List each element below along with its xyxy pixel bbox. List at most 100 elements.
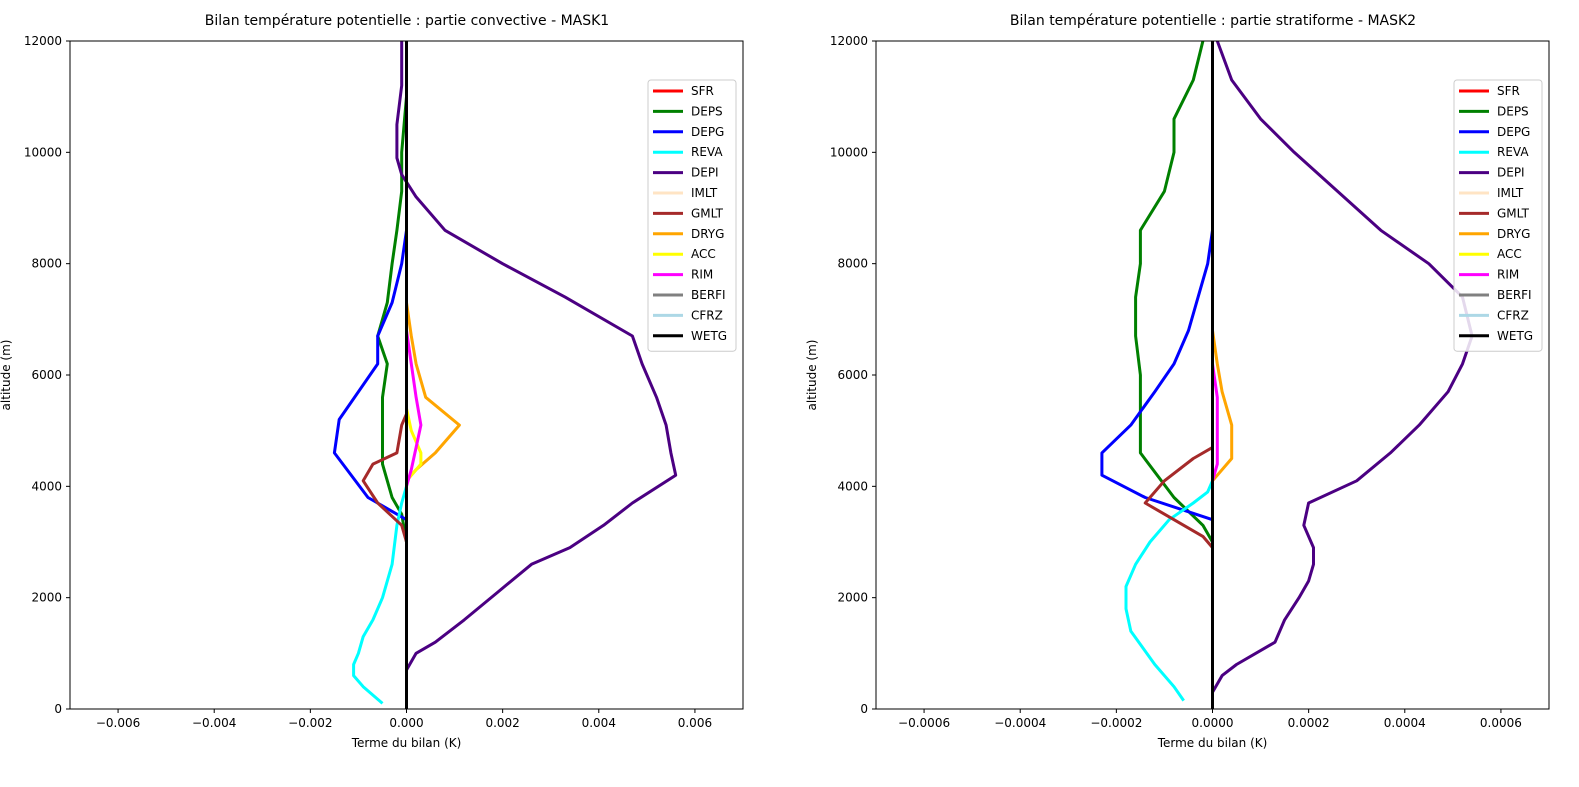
legend-label: BERFI [1497, 288, 1532, 302]
series-lines [332, 41, 678, 709]
y-tick-label: 4000 [837, 479, 868, 493]
legend-box [1453, 79, 1543, 352]
x-tick-label: −0.0004 [994, 716, 1046, 730]
legend-item-imlt: IMLT [653, 186, 718, 200]
legend-item-rim: RIM [1459, 268, 1519, 282]
series-line-dryg [405, 291, 461, 482]
series-line-acc [405, 408, 423, 482]
legend-item-dryg: DRYG [653, 227, 724, 241]
legend-item-depi: DEPI [1459, 166, 1525, 180]
legend-label: DEPG [1497, 125, 1530, 139]
legend-item-depi: DEPI [653, 166, 719, 180]
x-tick-label: 0.0006 [1480, 716, 1522, 730]
legend-box [647, 79, 737, 352]
legend-item-sfr: SFR [653, 84, 714, 98]
x-tick-label: 0.0000 [1192, 716, 1234, 730]
y-tick-label: 10000 [24, 145, 62, 159]
legend-label: IMLT [691, 186, 718, 200]
legend-label: DEPS [1497, 104, 1529, 118]
legend-item-acc: ACC [653, 247, 716, 261]
x-tick-label: −0.006 [96, 716, 140, 730]
legend-label: GMLT [691, 206, 724, 220]
legend-label: RIM [691, 268, 713, 282]
series-line-rim [405, 330, 423, 487]
series-line-gmlt [1143, 446, 1214, 549]
legend-label: DEPS [691, 104, 723, 118]
y-tick-label: 0 [54, 702, 62, 716]
legend-label: IMLT [1497, 186, 1524, 200]
legend-item-reva: REVA [653, 145, 723, 159]
legend-label: CFRZ [1497, 308, 1529, 322]
y-tick-label: 12000 [24, 34, 62, 48]
x-tick-label: −0.0006 [898, 716, 950, 730]
legend: SFR DEPS DEPG REVA DEPI IMLT GMLT DRYG ACC RIM BER… [647, 79, 737, 352]
y-tick-label: 12000 [830, 34, 868, 48]
y-tick-label: 6000 [31, 368, 62, 382]
legend-item-gmlt: GMLT [653, 206, 724, 220]
series-line-depi [395, 41, 678, 709]
series-line-reva [1124, 480, 1214, 702]
legend-item-depg: DEPG [653, 125, 724, 139]
x-tick-label: 0.0004 [1384, 716, 1426, 730]
legend-item-acc: ACC [1459, 247, 1522, 261]
legend-item-wetg: WETG [653, 329, 727, 343]
legend-item-berfi: BERFI [653, 288, 726, 302]
y-axis-label: altitude (m) [0, 340, 13, 411]
series-lines [1100, 41, 1474, 709]
legend-label: ACC [691, 247, 716, 261]
legend-item-gmlt: GMLT [1459, 206, 1530, 220]
legend-item-imlt: IMLT [1459, 186, 1524, 200]
legend-label: DRYG [691, 227, 724, 241]
x-tick-label: −0.004 [192, 716, 236, 730]
x-tick-label: −0.0002 [1090, 716, 1142, 730]
legend-label: DEPI [691, 166, 719, 180]
legend-label: ACC [1497, 247, 1522, 261]
legend: SFR DEPS DEPG REVA DEPI IMLT GMLT DRYG ACC RIM BER… [1453, 79, 1543, 352]
legend-item-berfi: BERFI [1459, 288, 1532, 302]
x-axis-label: Terme du bilan (K) [351, 736, 462, 750]
y-tick-label: 0 [860, 702, 868, 716]
legend-item-depg: DEPG [1459, 125, 1530, 139]
x-tick-label: 0.000 [389, 716, 423, 730]
series-line-depi [1211, 41, 1474, 704]
x-tick-label: 0.002 [485, 716, 519, 730]
legend-item-sfr: SFR [1459, 84, 1520, 98]
legend-label: DEPG [691, 125, 724, 139]
x-tick-label: 0.006 [678, 716, 712, 730]
legend-label: SFR [691, 84, 714, 98]
legend-label: RIM [1497, 268, 1519, 282]
y-tick-label: 8000 [837, 257, 868, 271]
y-axis-label: altitude (m) [805, 340, 819, 411]
legend-label: GMLT [1497, 206, 1530, 220]
y-tick-label: 2000 [837, 591, 868, 605]
legend-label: DEPI [1497, 166, 1525, 180]
legend-label: REVA [691, 145, 723, 159]
chart-panel-2: −0.0006 −0.0004 −0.0002 0.0000 0.0002 0.0004 0… [805, 13, 1550, 750]
legend-item-dryg: DRYG [1459, 227, 1530, 241]
legend-item-reva: REVA [1459, 145, 1529, 159]
legend-label: SFR [1497, 84, 1520, 98]
legend-label: DRYG [1497, 227, 1530, 241]
series-line-gmlt [361, 413, 408, 543]
legend-label: WETG [691, 329, 727, 343]
y-tick-label: 6000 [837, 368, 868, 382]
legend-item-rim: RIM [653, 268, 713, 282]
legend-label: CFRZ [691, 308, 723, 322]
y-tick-label: 10000 [830, 145, 868, 159]
legend-item-deps: DEPS [653, 104, 723, 118]
y-tick-label: 2000 [31, 591, 62, 605]
legend-label: REVA [1497, 145, 1529, 159]
legend-item-deps: DEPS [1459, 104, 1529, 118]
legend-label: WETG [1497, 329, 1533, 343]
x-tick-label: 0.0002 [1288, 716, 1330, 730]
y-tick-label: 8000 [31, 257, 62, 271]
chart-panel-1: −0.006 −0.004 −0.002 0.000 0.002 0.004 0.006 0 2… [0, 13, 744, 750]
legend-item-cfrz: CFRZ [653, 308, 723, 322]
y-tick-label: 4000 [31, 479, 62, 493]
x-tick-label: −0.002 [288, 716, 332, 730]
legend-item-cfrz: CFRZ [1459, 308, 1529, 322]
legend-item-wetg: WETG [1459, 329, 1533, 343]
chart-title: Bilan température potentielle : partie s… [1010, 13, 1416, 29]
chart-title: Bilan température potentielle : partie c… [205, 13, 609, 29]
